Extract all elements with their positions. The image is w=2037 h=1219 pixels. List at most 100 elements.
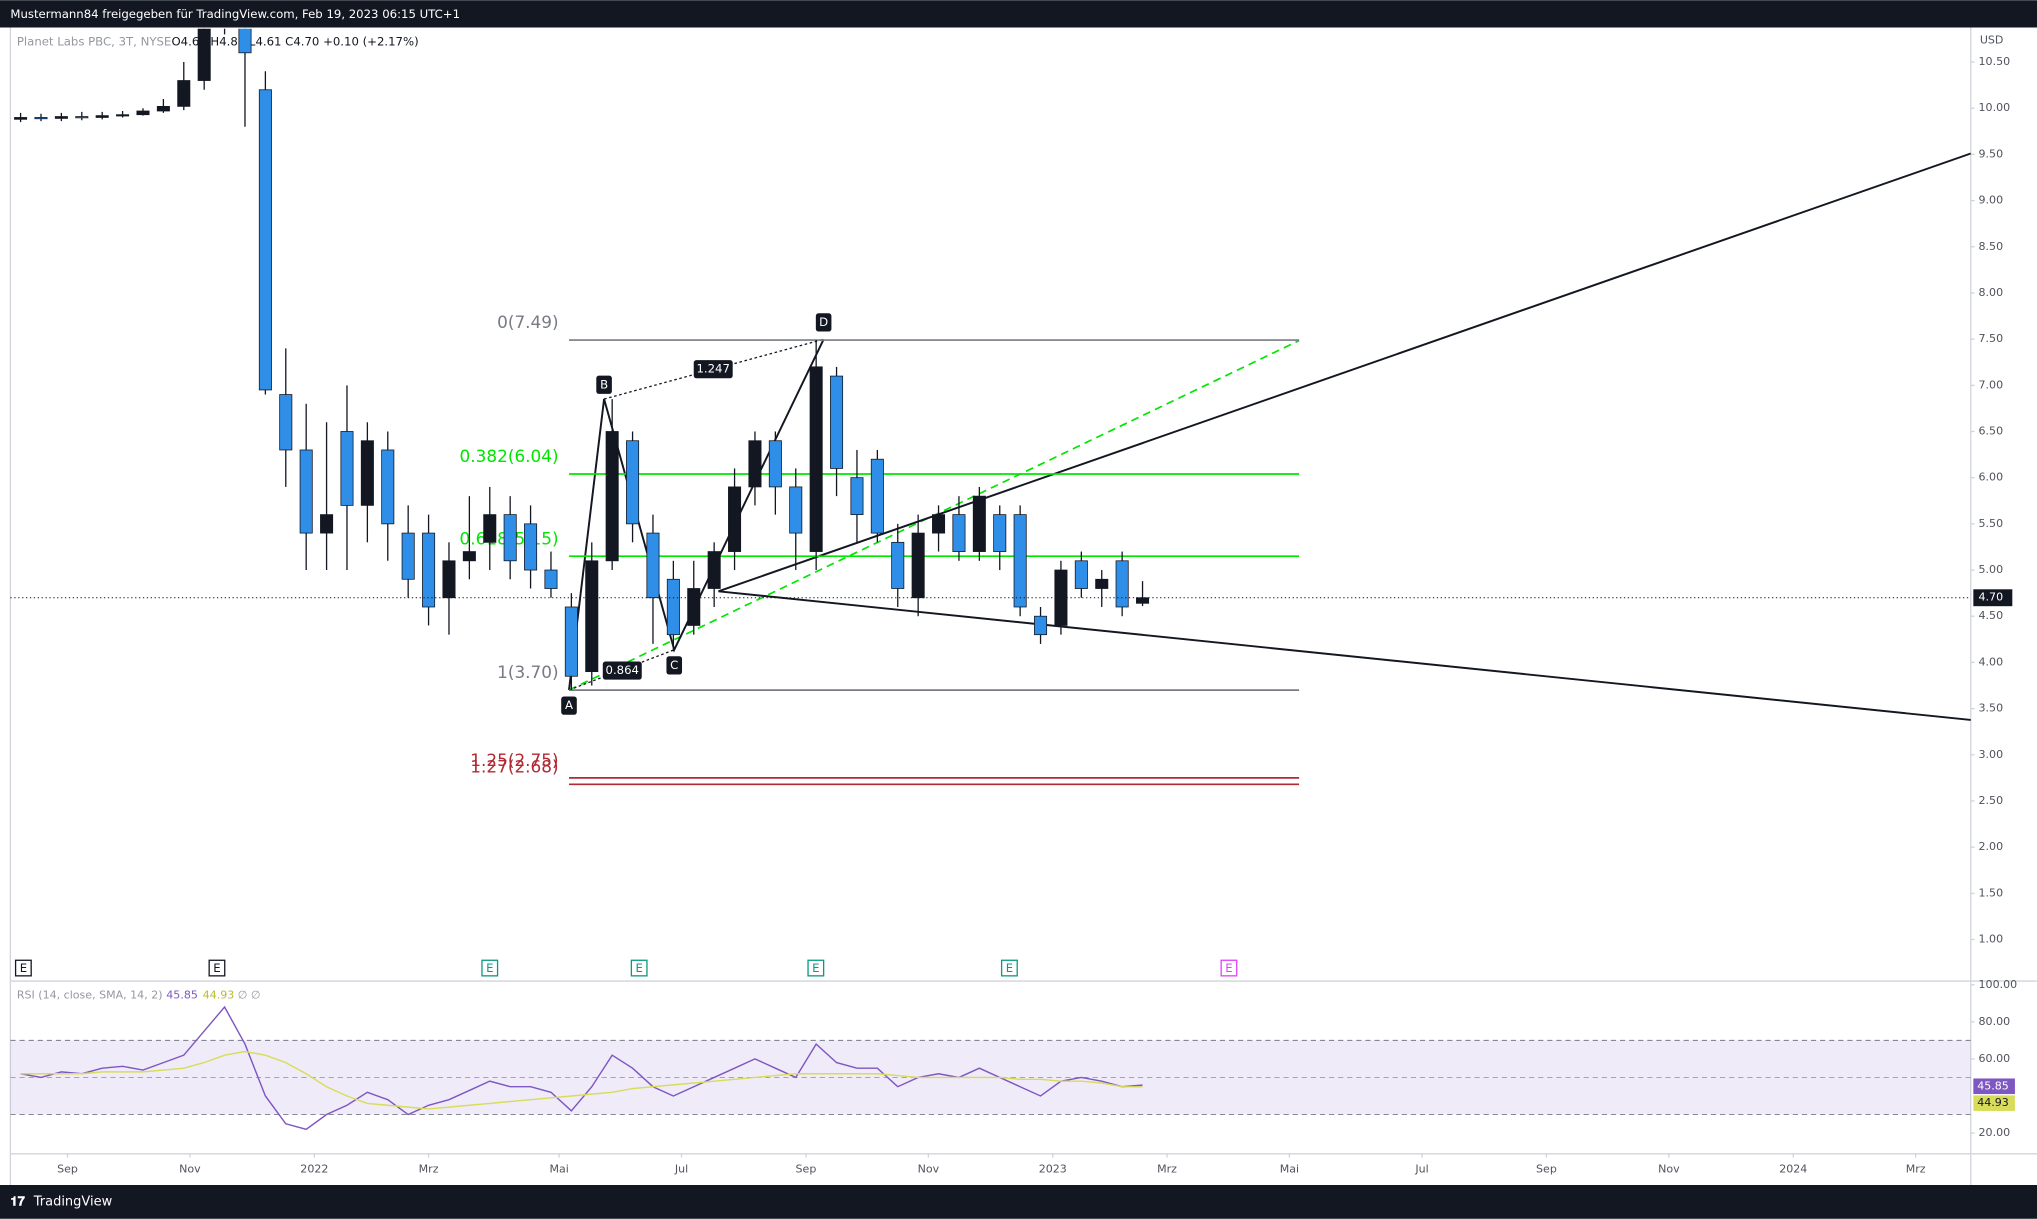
- candle-body: [279, 394, 293, 451]
- x-tick-label: 2024: [1779, 1162, 1807, 1175]
- candle-body: [14, 117, 28, 120]
- earnings-label: E: [635, 961, 642, 975]
- candle-body: [1034, 615, 1048, 636]
- rsi-value-box: [1973, 1078, 2015, 1095]
- candle-body: [360, 440, 374, 506]
- y-tick-label: 9.50: [1979, 147, 2004, 160]
- x-tick-label: Sep: [1536, 1162, 1557, 1175]
- candle-body: [75, 116, 89, 119]
- x-tick-label: Jul: [1414, 1162, 1428, 1175]
- y-tick-label: 10.00: [1979, 101, 2011, 114]
- candle-body: [809, 366, 823, 552]
- earnings-box: [630, 959, 648, 977]
- ratio-box: [693, 360, 733, 379]
- candle-body: [1074, 560, 1088, 589]
- y-tick-label: 100.00: [1979, 978, 2018, 991]
- candle-body: [891, 541, 905, 589]
- candle-body: [768, 440, 782, 488]
- point-box: [666, 656, 683, 675]
- fib-label: 1.25(2.75): [470, 750, 558, 770]
- y-tick-label: 8.00: [1979, 286, 2004, 299]
- last-price-label: 4.70: [1979, 591, 2004, 604]
- candle-body: [136, 110, 150, 116]
- rsi-value-label: 45.85: [1977, 1079, 2009, 1092]
- earnings-label: E: [486, 961, 493, 975]
- y-tick-label: 1.00: [1979, 932, 2004, 945]
- candle-body: [585, 560, 599, 673]
- candle-body: [707, 551, 721, 589]
- lower-trendline: [718, 590, 1971, 721]
- last-price-box: [1973, 589, 2013, 607]
- candle-body: [503, 514, 517, 562]
- point-box: [596, 375, 612, 394]
- candle-body: [932, 514, 946, 534]
- y-tick-label: 10.50: [1979, 55, 2011, 68]
- y-tick-label: 3.00: [1979, 748, 2004, 761]
- point-box: [815, 313, 832, 332]
- x-tick-label: 2022: [300, 1162, 328, 1175]
- y-tick-label: 7.50: [1979, 332, 2004, 345]
- candle-body: [1095, 578, 1109, 589]
- candle-body: [401, 532, 415, 580]
- fib-label: 0(7.49): [497, 312, 558, 332]
- x-tick-label: Sep: [796, 1162, 817, 1175]
- x-tick-label: Jul: [674, 1162, 688, 1175]
- x-tick-label: 2023: [1039, 1162, 1067, 1175]
- fib-label: 1(3.70): [497, 662, 558, 682]
- candle-body: [524, 523, 538, 571]
- y-tick-label: 8.50: [1979, 240, 2004, 253]
- point-label: A: [565, 698, 573, 712]
- x-tick-label: Nov: [1658, 1162, 1680, 1175]
- candle-body: [422, 532, 436, 608]
- y-tick-label: 1.50: [1979, 886, 2004, 899]
- earnings-label: E: [213, 961, 220, 975]
- y-tick-label: 3.50: [1979, 702, 2004, 715]
- share-header: Mustermann84 freigegeben für TradingView…: [10, 7, 460, 21]
- harmonic-pattern: [568, 338, 825, 691]
- candle-body: [156, 105, 170, 112]
- candle-body: [116, 114, 130, 117]
- y-tick-label: 2.50: [1979, 794, 2004, 807]
- point-label: B: [600, 377, 608, 391]
- rsi-title: RSI (14, close, SMA, 14, 2): [17, 988, 163, 1001]
- y-tick-label: 7.00: [1979, 378, 2004, 391]
- earnings-box: [1220, 959, 1238, 977]
- candle-body: [381, 449, 395, 525]
- x-tick-label: Nov: [918, 1162, 940, 1175]
- earnings-box: [208, 959, 226, 977]
- candle-body: [870, 458, 884, 534]
- candle-body: [728, 486, 742, 552]
- candle-body: [1115, 560, 1129, 608]
- candle-body: [646, 532, 660, 599]
- ratio-line-bd: [603, 338, 824, 400]
- earnings-label: E: [1006, 961, 1013, 975]
- candle-body: [605, 431, 619, 562]
- y-tick-label: 5.50: [1979, 517, 2004, 530]
- candles: [14, 28, 1150, 691]
- candle-body: [993, 514, 1007, 552]
- y-tick-label: 2.00: [1979, 840, 2004, 853]
- sma-legend-value: 44.93: [203, 988, 235, 1001]
- earnings-label: E: [1225, 961, 1232, 975]
- candle-body: [320, 514, 334, 534]
- earnings-box: [807, 959, 825, 977]
- candle-body: [972, 495, 986, 552]
- candle-body: [1013, 514, 1027, 608]
- candle-body: [666, 578, 680, 636]
- candle-body: [1054, 569, 1068, 626]
- x-tick-label: Mrz: [419, 1162, 439, 1175]
- y-tick-label: 6.00: [1979, 471, 2004, 484]
- candle-body: [54, 116, 68, 119]
- upper-trendline: [718, 152, 1972, 593]
- ratio-box: [602, 661, 642, 680]
- point-label: D: [819, 315, 828, 329]
- candle-body: [850, 477, 864, 516]
- point-label: C: [670, 658, 678, 672]
- candle-body: [1136, 597, 1150, 604]
- ohlc-legend: O4.64 H4.88 L4.61 C4.70 +0.10 (+2.17%): [171, 34, 418, 48]
- fib-label: 1.27(2.68): [470, 756, 558, 776]
- candle-body: [299, 449, 313, 534]
- x-tick-label: Sep: [57, 1162, 78, 1175]
